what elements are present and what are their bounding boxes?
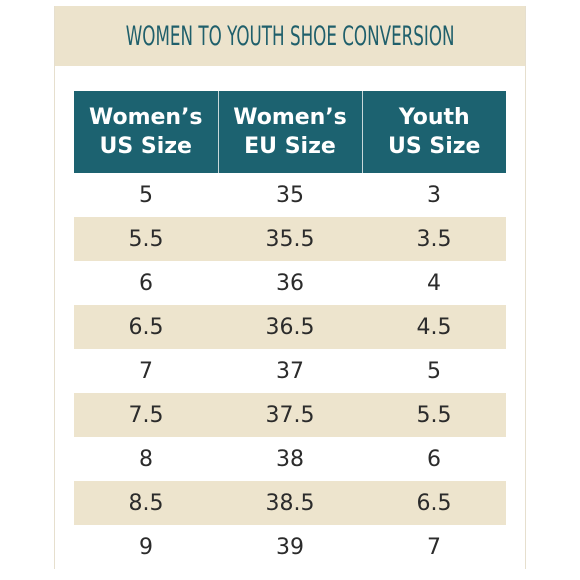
table-row: 7 37 5	[74, 349, 506, 393]
table-row: 9 39 7	[74, 525, 506, 569]
womens-eu-size-cell: 38	[218, 437, 362, 481]
womens-eu-size-cell: 37.5	[218, 393, 362, 437]
table-row: 5.5 35.5 3.5	[74, 217, 506, 261]
womens-eu-size-cell: 38.5	[218, 481, 362, 525]
womens-eu-size-cell: 36.5	[218, 305, 362, 349]
youth-us-size-cell: 4	[362, 261, 506, 305]
womens-us-size-cell: 8.5	[74, 481, 218, 525]
header-womens-eu-size: Women’s EU Size	[218, 91, 363, 173]
youth-us-size-cell: 6	[362, 437, 506, 481]
youth-us-size-cell: 5	[362, 349, 506, 393]
conversion-table: Women’s US Size Women’s EU Size Youth US…	[74, 91, 506, 569]
womens-eu-size-cell: 35	[218, 173, 362, 217]
youth-us-size-cell: 3	[362, 173, 506, 217]
womens-eu-size-cell: 39	[218, 525, 362, 569]
womens-us-size-cell: 7	[74, 349, 218, 393]
table-header-row: Women’s US Size Women’s EU Size Youth US…	[74, 91, 506, 173]
womens-us-size-cell: 5.5	[74, 217, 218, 261]
youth-us-size-cell: 4.5	[362, 305, 506, 349]
header-line: Women’s	[233, 105, 347, 130]
header-line: US Size	[388, 134, 481, 159]
title-banner: WOMEN TO YOUTH SHOE CONVERSION	[55, 6, 525, 66]
womens-us-size-cell: 7.5	[74, 393, 218, 437]
youth-us-size-cell: 6.5	[362, 481, 506, 525]
youth-us-size-cell: 7	[362, 525, 506, 569]
header-line: US Size	[99, 134, 192, 159]
womens-us-size-cell: 6.5	[74, 305, 218, 349]
womens-us-size-cell: 6	[74, 261, 218, 305]
youth-us-size-cell: 5.5	[362, 393, 506, 437]
womens-us-size-cell: 5	[74, 173, 218, 217]
header-line: Youth	[398, 105, 470, 130]
womens-eu-size-cell: 36	[218, 261, 362, 305]
chart-title: WOMEN TO YOUTH SHOE CONVERSION	[125, 20, 455, 52]
womens-eu-size-cell: 35.5	[218, 217, 362, 261]
table-row: 8.5 38.5 6.5	[74, 481, 506, 525]
header-youth-us-size: Youth US Size	[362, 91, 506, 173]
womens-eu-size-cell: 37	[218, 349, 362, 393]
header-womens-us-size: Women’s US Size	[74, 91, 219, 173]
table-body: 5 35 3 5.5 35.5 3.5 6 36 4 6.5 36.5 4.5 7 37 5 7.5 37.5 5…	[74, 173, 506, 569]
table-row: 6.5 36.5 4.5	[74, 305, 506, 349]
youth-us-size-cell: 3.5	[362, 217, 506, 261]
header-line: Women’s	[88, 105, 203, 130]
table-row: 6 36 4	[74, 261, 506, 305]
conversion-chart-card: WOMEN TO YOUTH SHOE CONVERSION Women’s U…	[54, 6, 526, 569]
table-row: 5 35 3	[74, 173, 506, 217]
table-row: 8 38 6	[74, 437, 506, 481]
table-row: 7.5 37.5 5.5	[74, 393, 506, 437]
womens-us-size-cell: 8	[74, 437, 218, 481]
womens-us-size-cell: 9	[74, 525, 218, 569]
header-line: EU Size	[244, 134, 336, 159]
